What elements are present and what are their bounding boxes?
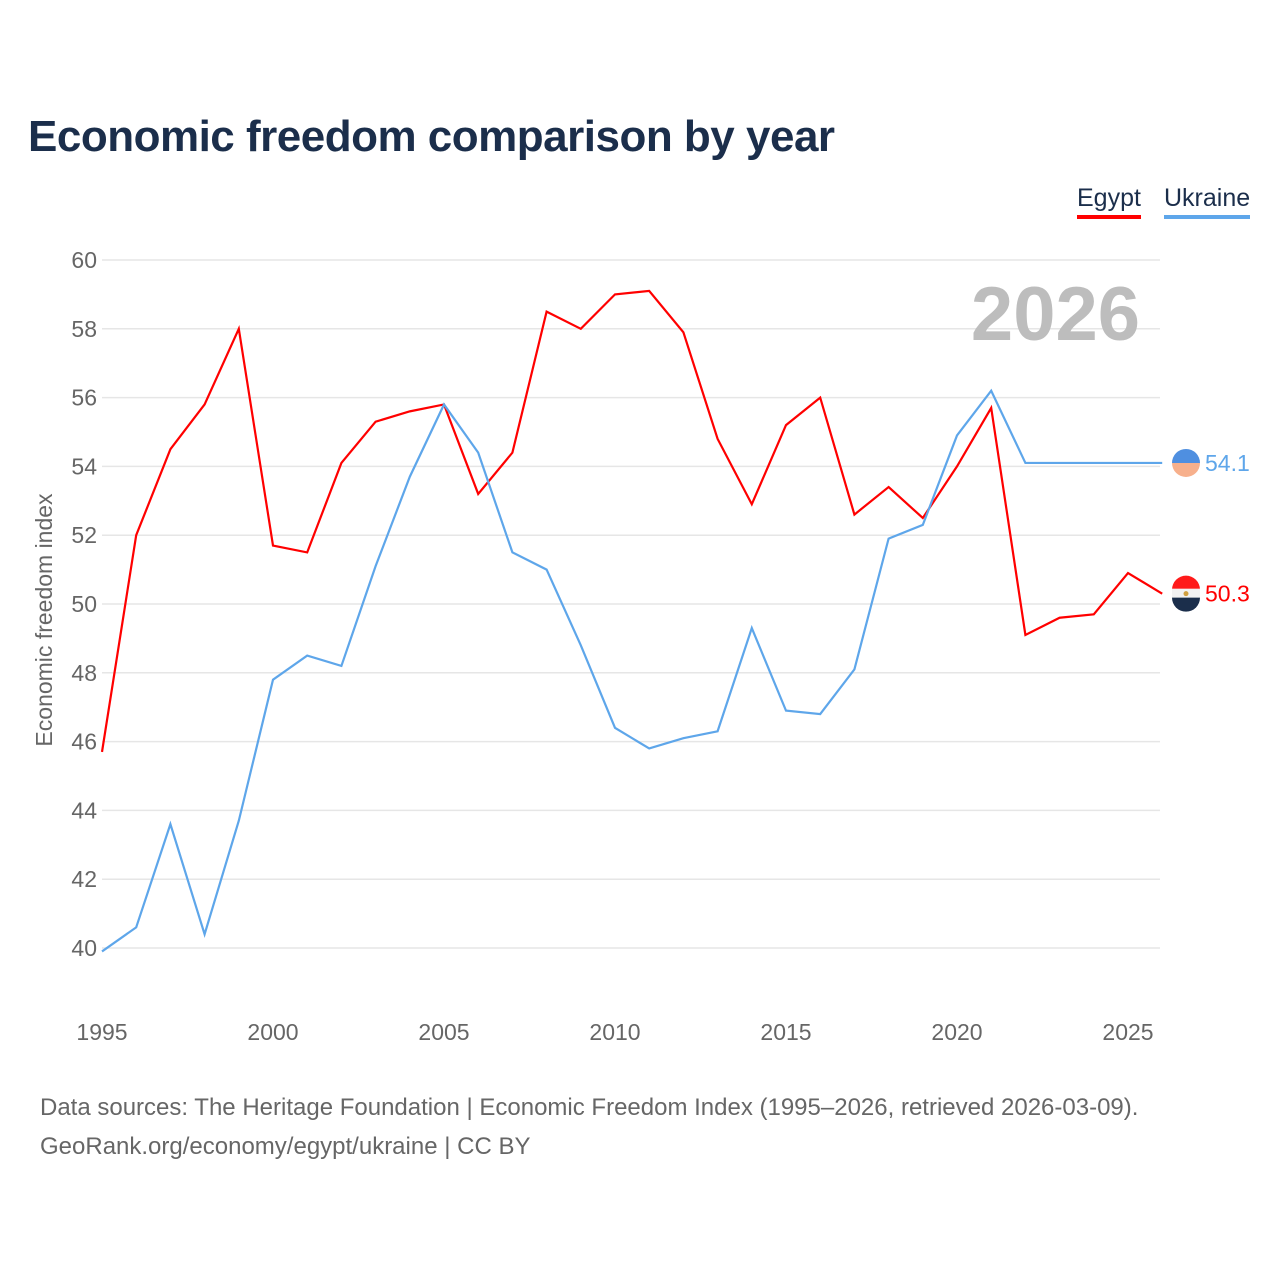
end-label-egypt: 50.3: [1205, 581, 1250, 607]
y-axis-label: Economic freedom index: [31, 493, 57, 747]
y-tick-label: 50: [71, 591, 97, 617]
x-tick-label: 2010: [589, 1019, 640, 1045]
x-tick-label: 2005: [418, 1019, 469, 1045]
x-tick-label: 2015: [760, 1019, 811, 1045]
flag-egypt-icon: [1172, 575, 1200, 612]
x-tick-label: 2025: [1102, 1019, 1153, 1045]
y-tick-label: 54: [71, 453, 97, 479]
source-note: Data sources: The Heritage Foundation | …: [40, 1088, 1138, 1166]
series-line-egypt: [100, 289, 1163, 753]
source-line-1: Data sources: The Heritage Foundation | …: [40, 1094, 1139, 1121]
y-tick-label: 60: [71, 247, 97, 273]
x-tick-label: 1995: [76, 1019, 127, 1045]
chart-title: Economic freedom comparison by year: [28, 112, 835, 161]
y-tick-label: 46: [71, 729, 97, 755]
legend-ukraine[interactable]: Ukraine: [1164, 184, 1251, 219]
y-tick-label: 44: [71, 797, 97, 823]
year-watermark: 2026: [971, 272, 1140, 357]
series-line-ukraine: [101, 388, 1163, 953]
end-label-ukraine: 54.1: [1205, 450, 1250, 476]
source-line-2[interactable]: GeoRank.org/economy/egypt/ukraine | CC B…: [40, 1133, 531, 1160]
x-tick-label: 2000: [247, 1019, 298, 1045]
flag-ukraine-icon: [1172, 448, 1200, 477]
y-tick-label: 52: [71, 522, 97, 548]
legend-egypt[interactable]: Egypt: [1077, 184, 1141, 219]
y-tick-label: 48: [71, 660, 97, 686]
y-tick-label: 40: [71, 935, 97, 961]
y-tick-label: 42: [71, 866, 97, 892]
y-tick-label: 58: [71, 316, 97, 342]
y-tick-label: 56: [71, 385, 97, 411]
x-tick-label: 2020: [931, 1019, 982, 1045]
